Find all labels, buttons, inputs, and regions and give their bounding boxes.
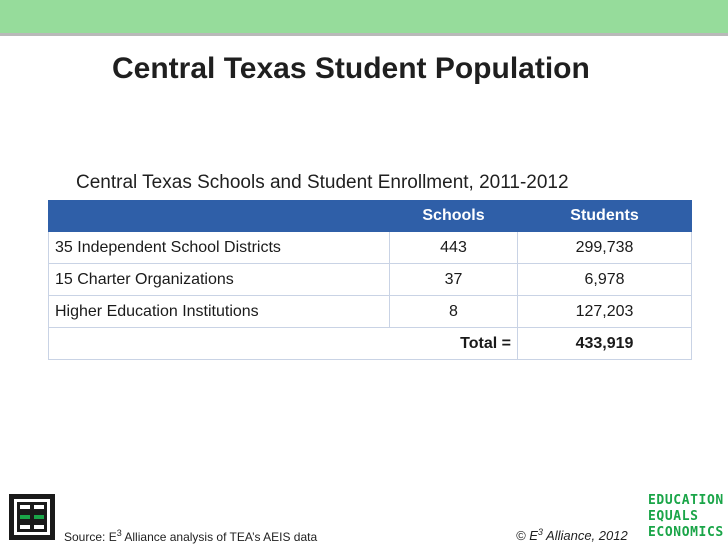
e3-alliance-logo-icon xyxy=(9,494,55,540)
logo-word-education: EDUCATION xyxy=(648,493,724,508)
copyright-note: © E3 Alliance, 2012 xyxy=(516,527,628,543)
header-name xyxy=(48,200,390,232)
row-name: Higher Education Institutions xyxy=(48,295,390,328)
slide-title: Central Texas Student Population xyxy=(112,52,590,85)
row-students: 299,738 xyxy=(517,231,692,264)
source-suffix: Alliance analysis of TEA’s AEIS data xyxy=(121,530,318,544)
top-banner xyxy=(0,0,728,36)
header-schools: Schools xyxy=(389,200,518,232)
total-label: Total = xyxy=(48,327,518,360)
row-schools: 37 xyxy=(389,263,518,296)
table-caption: Central Texas Schools and Student Enroll… xyxy=(76,172,569,193)
total-students: 433,919 xyxy=(517,327,692,360)
row-students: 127,203 xyxy=(517,295,692,328)
table-row: 35 Independent School Districts 443 299,… xyxy=(48,231,692,264)
education-equals-economics-logo: EDUCATION EQUALS ECONOMICS xyxy=(648,493,724,541)
row-schools: 443 xyxy=(389,231,518,264)
enrollment-table: Schools Students 35 Independent School D… xyxy=(48,200,692,360)
source-superscript: 3 xyxy=(116,528,122,538)
copyright-superscript: 3 xyxy=(537,527,543,537)
copyright-prefix: © E xyxy=(516,528,538,543)
row-name: 15 Charter Organizations xyxy=(48,263,390,296)
logo-word-economics: ECONOMICS xyxy=(648,525,724,540)
table-row: 15 Charter Organizations 37 6,978 xyxy=(48,263,692,296)
table-row: Higher Education Institutions 8 127,203 xyxy=(48,295,692,328)
total-row: Total = 433,919 xyxy=(48,327,692,360)
row-schools: 8 xyxy=(389,295,518,328)
row-name: 35 Independent School Districts xyxy=(48,231,390,264)
logo-word-equals: EQUALS xyxy=(648,509,699,524)
copyright-suffix: Alliance, 2012 xyxy=(542,528,628,543)
source-prefix: Source: E xyxy=(64,530,117,544)
source-note: Source: E3 Alliance analysis of TEA’s AE… xyxy=(64,528,317,544)
table-header-row: Schools Students xyxy=(48,200,692,232)
row-students: 6,978 xyxy=(517,263,692,296)
header-students: Students xyxy=(517,200,692,232)
